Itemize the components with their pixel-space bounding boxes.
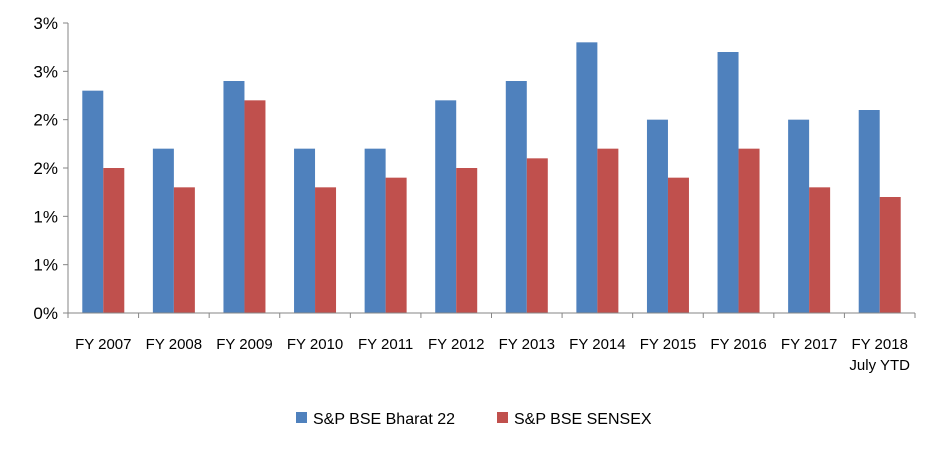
x-tick-label: FY 2016 [710,336,766,353]
bar-sensex [103,168,125,313]
y-tick-label: 1% [33,207,58,226]
bar-sensex [738,148,760,313]
bar-bharat22 [788,119,810,314]
y-tick-label: 3% [33,62,58,81]
bar-bharat22 [82,90,104,314]
bar-sensex [667,177,689,313]
y-tick-label: 3% [33,14,58,33]
bar-sensex [809,187,831,313]
bar-sensex [385,177,407,313]
bar-bharat22 [717,52,739,313]
bar-bharat22 [435,100,457,313]
bar-sensex [173,187,195,313]
bar-sensex [244,100,266,313]
bar-bharat22 [223,81,245,313]
bar-bharat22 [364,148,386,313]
bar-bharat22 [505,81,527,313]
bars [82,42,901,314]
x-tick-label: FY 2015 [640,336,696,353]
bar-sensex [879,197,901,313]
y-tick-label: 2% [33,111,58,130]
x-tick-label: FY 2008 [146,336,202,353]
bar-bharat22 [576,42,598,313]
y-tick-label: 2% [33,159,58,178]
x-tick-label: FY 2007 [75,336,131,353]
x-axis: FY 2007 FY 2008 FY 2009 FY 2010 FY 2011 FY 20… [67,312,916,374]
y-tick-label: 0% [33,304,58,323]
bar-sensex [597,148,619,313]
x-tick-label: FY 2011 [358,336,413,353]
bar-bharat22 [858,110,880,313]
legend-swatch [497,412,508,423]
bar-sensex [526,158,548,313]
x-tick-label: FY 2013 [499,336,555,353]
y-axis: 0% 1% 1% 2% 2% 3% 3% [33,14,69,323]
bar-sensex [456,168,478,313]
x-tick-label: FY 2010 [287,336,343,353]
x-tick-label: FY 2017 [781,336,837,353]
legend-label: S&P BSE Bharat 22 [313,411,455,428]
x-tick-label: FY 2018 July YTD [849,336,910,374]
bar-sensex [315,187,337,313]
legend: S&P BSE Bharat 22 S&P BSE SENSEX [296,411,652,428]
y-tick-label: 1% [33,256,58,275]
bar-bharat22 [152,148,174,313]
x-tick-label: FY 2014 [569,336,625,353]
legend-swatch [296,412,307,423]
bar-bharat22 [294,148,316,313]
bar-bharat22 [646,119,668,314]
x-tick-label: FY 2012 [428,336,484,353]
x-tick-label: FY 2009 [216,336,272,353]
legend-label: S&P BSE SENSEX [514,411,652,428]
